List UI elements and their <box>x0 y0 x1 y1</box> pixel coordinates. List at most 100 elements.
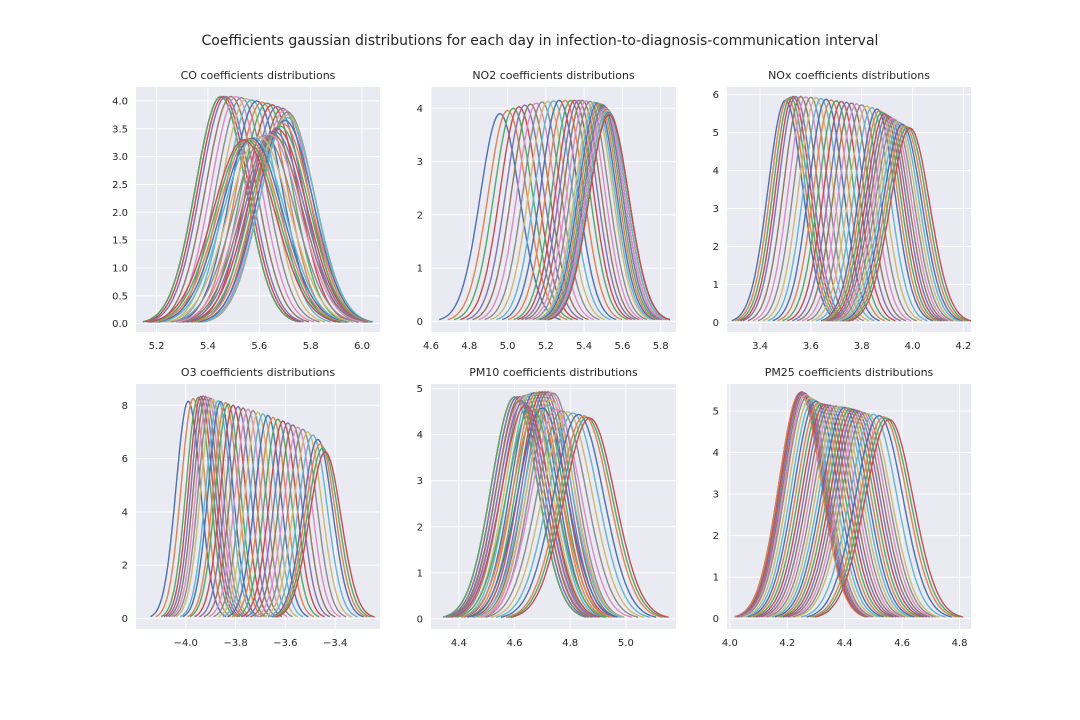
subplot-4: 4.4 4.6 4.8 5.0 0 1 2 3 4 5 PM10 coefficients dist… <box>417 366 676 649</box>
gaussian-curve-26 <box>480 408 633 618</box>
gaussian-curve-13 <box>787 100 896 322</box>
gaussian-curve-25 <box>787 410 931 618</box>
gaussian-curve-27 <box>835 118 954 322</box>
gaussian-curve-20 <box>467 407 618 618</box>
gaussian-curve-9 <box>180 399 257 618</box>
x-tick-label: 5.4 <box>200 341 216 352</box>
gaussian-curve-20 <box>774 406 915 618</box>
x-tick-label: 4.8 <box>461 341 477 352</box>
subplot-2: 3.4 3.6 3.8 4.0 4.2 0 1 2 3 4 5 6 NOx coefficients d… <box>713 69 972 352</box>
gaussian-curve-6 <box>158 95 315 323</box>
gaussian-curve-21 <box>194 122 371 323</box>
gaussian-curve-20 <box>820 108 934 322</box>
x-tick-label: 5.8 <box>653 341 669 352</box>
x-tick-label: 5.4 <box>576 341 592 352</box>
gaussian-curve-14 <box>521 99 636 321</box>
subplot-title: CO coefficients distributions <box>181 69 336 82</box>
gaussian-curve-11 <box>750 401 888 618</box>
gaussian-curve-14 <box>199 405 278 618</box>
y-tick-label: 2 <box>713 242 719 253</box>
gaussian-curve-26 <box>833 117 951 322</box>
gaussian-curve-33 <box>848 127 971 322</box>
x-tick-label: 4.2 <box>955 341 971 352</box>
gaussian-curve-11 <box>777 99 886 322</box>
y-tick-label: 3 <box>713 204 719 215</box>
x-tick-label: 4.6 <box>894 638 910 649</box>
gaussian-curve-25 <box>831 115 948 322</box>
gaussian-curve-30 <box>806 414 952 618</box>
y-tick-label: 6 <box>713 90 719 101</box>
gaussian-curve-29 <box>546 110 668 321</box>
x-tick-label: 4.4 <box>837 638 853 649</box>
subplot-3: −4.0 −3.8 −3.6 −3.4 0 2 4 6 8 O3 coefficients dis… <box>122 366 380 649</box>
gaussian-curve-2 <box>453 107 573 321</box>
gaussian-curve-29 <box>839 121 960 322</box>
gaussian-curve-13 <box>755 403 894 618</box>
gaussian-curve-24 <box>829 114 945 322</box>
gaussian-curve-33 <box>510 417 669 618</box>
gaussian-curve-28 <box>164 135 354 323</box>
y-tick-label: 2.5 <box>112 180 128 191</box>
gaussian-curve-12 <box>752 402 891 618</box>
gaussian-curve-0 <box>150 400 227 618</box>
gaussian-curve-18 <box>478 399 624 618</box>
gaussian-curve-19 <box>816 106 928 322</box>
gaussian-curve-5 <box>153 95 310 323</box>
y-tick-label: 2 <box>417 210 423 221</box>
gaussian-curve-32 <box>812 417 960 618</box>
gaussian-curve-30 <box>842 123 963 322</box>
gaussian-curve-31 <box>810 416 957 618</box>
series-group <box>442 391 669 618</box>
figure-title: Coefficients gaussian distributions for … <box>201 33 879 49</box>
gaussian-curve-7 <box>757 96 865 322</box>
y-tick-label: 2 <box>122 561 128 572</box>
y-tick-label: 8 <box>122 401 128 412</box>
gaussian-curve-33 <box>547 113 671 321</box>
gaussian-curve-3 <box>740 95 847 322</box>
subplot-title: NOx coefficients distributions <box>768 69 930 82</box>
series-group <box>439 99 671 321</box>
gaussian-curve-4 <box>147 95 304 323</box>
subplot-title: O3 coefficients distributions <box>181 366 335 379</box>
gaussian-curve-6 <box>752 96 859 322</box>
gaussian-curve-8 <box>743 396 878 618</box>
gaussian-curve-5 <box>738 392 871 618</box>
gaussian-curve-33 <box>147 139 341 323</box>
gaussian-curve-31 <box>505 415 663 618</box>
gaussian-curve-30 <box>271 438 364 618</box>
gaussian-curve-25 <box>447 399 593 618</box>
gaussian-curve-13 <box>194 404 272 618</box>
x-tick-label: 5.8 <box>303 341 319 352</box>
y-tick-label: 6 <box>122 454 128 465</box>
subplot-title: NO2 coefficients distributions <box>472 69 635 82</box>
subplot-title: PM10 coefficients distributions <box>469 366 638 379</box>
y-tick-label: 0 <box>713 614 719 625</box>
gaussian-curve-15 <box>524 99 640 321</box>
x-tick-label: 3.4 <box>752 341 768 352</box>
x-tick-label: −3.8 <box>223 638 247 649</box>
gaussian-curve-30 <box>500 413 657 618</box>
gaussian-curve-19 <box>201 116 374 323</box>
gaussian-curve-8 <box>490 100 606 321</box>
gaussian-curve-23 <box>186 128 369 323</box>
gaussian-curve-31 <box>273 443 368 618</box>
gaussian-curve-6 <box>478 102 595 321</box>
y-tick-label: 0 <box>713 318 719 329</box>
series-group <box>142 95 374 323</box>
gaussian-curve-17 <box>806 104 917 322</box>
x-tick-label: 4.8 <box>562 638 578 649</box>
gaussian-curve-14 <box>758 404 897 618</box>
gaussian-curve-21 <box>822 109 937 322</box>
x-tick-label: 4.4 <box>451 638 467 649</box>
y-tick-label: 1 <box>417 264 423 275</box>
y-tick-label: 1 <box>417 568 423 579</box>
gaussian-curve-10 <box>501 99 617 321</box>
gaussian-curve-20 <box>539 102 656 321</box>
gaussian-curve-8 <box>175 398 251 618</box>
y-tick-label: 4 <box>417 430 423 441</box>
gaussian-curve-4 <box>445 396 589 618</box>
gaussian-curve-12 <box>189 403 267 618</box>
x-tick-label: −3.4 <box>323 638 347 649</box>
gaussian-curve-31 <box>153 138 345 323</box>
gaussian-curve-7 <box>173 397 249 618</box>
